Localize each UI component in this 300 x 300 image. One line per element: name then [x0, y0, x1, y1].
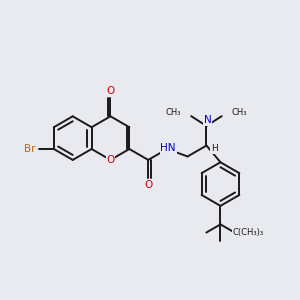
Text: N: N	[204, 115, 211, 125]
Text: H: H	[211, 144, 218, 153]
Text: C(CH₃)₃: C(CH₃)₃	[232, 228, 263, 237]
Text: CH₃: CH₃	[232, 108, 247, 117]
Text: HN: HN	[160, 143, 176, 153]
Text: Br: Br	[24, 144, 36, 154]
Text: O: O	[106, 155, 115, 165]
Text: O: O	[144, 180, 152, 190]
Text: CH₃: CH₃	[166, 108, 181, 117]
Text: O: O	[106, 86, 115, 96]
